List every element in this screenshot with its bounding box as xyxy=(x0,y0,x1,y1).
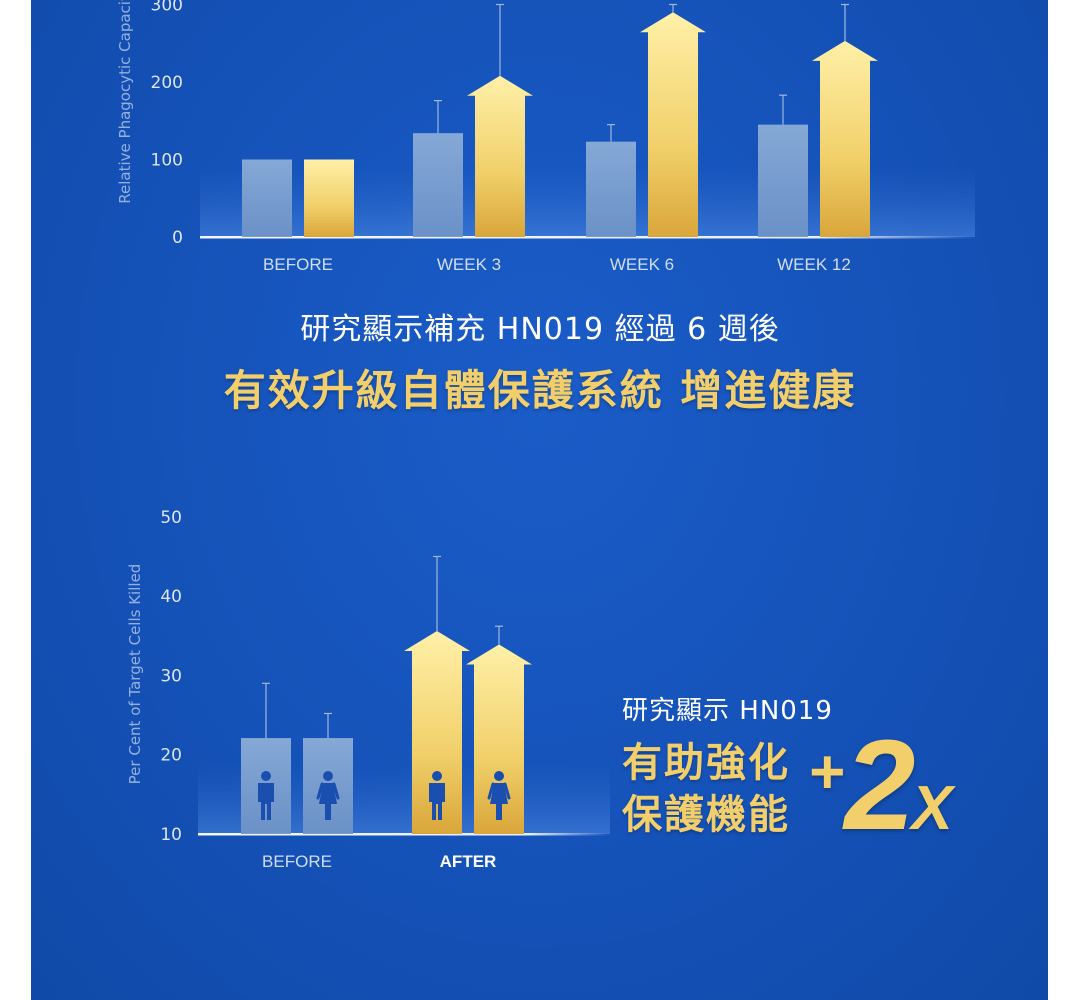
x-tick-label: BEFORE xyxy=(263,255,333,274)
y-tick-label: 30 xyxy=(160,666,182,686)
y-axis-label: Relative Phagocytic Capacity xyxy=(116,0,134,204)
y-axis-label: Per Cent of Target Cells Killed xyxy=(126,564,144,785)
bar-before xyxy=(304,159,354,237)
x-tick-label: WEEK 6 xyxy=(610,255,674,274)
y-tick-label: 10 xyxy=(160,825,182,845)
headline-benefit: 有效升級自體保護系統 增進健康 xyxy=(223,366,857,415)
x-axis-line xyxy=(200,236,975,239)
bar-before xyxy=(242,159,292,237)
y-tick-label: 40 xyxy=(160,587,182,607)
y-tick-label: 0 xyxy=(172,228,183,248)
bar-week-12 xyxy=(758,124,808,237)
claim-benefit-line-2: 保護機能 xyxy=(622,792,790,838)
multiplier-plus: + xyxy=(808,738,845,807)
woman-icon xyxy=(316,771,340,820)
x-tick-label: WEEK 3 xyxy=(437,255,501,274)
bar-arrow-week-3 xyxy=(467,75,533,237)
bar-arrow-week-12 xyxy=(812,40,878,237)
phagocytic-capacity-chart: Relative Phagocytic Capacity 0100200300 … xyxy=(116,0,975,274)
y-tick-label: 300 xyxy=(151,0,183,16)
x-tick-label: WEEK 12 xyxy=(777,255,851,274)
bar-week-3 xyxy=(413,133,463,237)
headline-study-result: 研究顯示補充 HN019 經過 6 週後 xyxy=(300,312,780,347)
man-icon xyxy=(258,771,274,820)
x-tick-label: AFTER xyxy=(440,852,497,871)
multiplier-number: 2 xyxy=(844,714,915,857)
y-tick-label: 20 xyxy=(160,746,182,766)
multiplier-suffix: X xyxy=(911,774,953,843)
woman-icon xyxy=(487,771,511,820)
bar-week-6 xyxy=(586,141,636,237)
target-cells-killed-chart: Per Cent of Target Cells Killed 10 20 30 40… xyxy=(126,508,610,871)
man-icon xyxy=(429,771,445,820)
claim-benefit-line-1: 有助強化 xyxy=(622,740,790,786)
multiplier-badge: +2X xyxy=(808,712,953,859)
x-axis-line xyxy=(198,833,610,836)
y-tick-label: 50 xyxy=(160,508,182,528)
bar-arrow-after xyxy=(404,630,470,834)
bar-arrow-after xyxy=(466,644,532,834)
claim-block: 研究顯示 HN019 有助強化 保護機能 xyxy=(622,690,833,841)
x-tick-label: BEFORE xyxy=(262,852,332,871)
claim-study-line: 研究顯示 HN019 xyxy=(622,696,833,726)
y-tick-label: 200 xyxy=(151,73,183,93)
y-tick-label: 100 xyxy=(151,151,183,171)
bar-arrow-week-6 xyxy=(640,12,706,237)
